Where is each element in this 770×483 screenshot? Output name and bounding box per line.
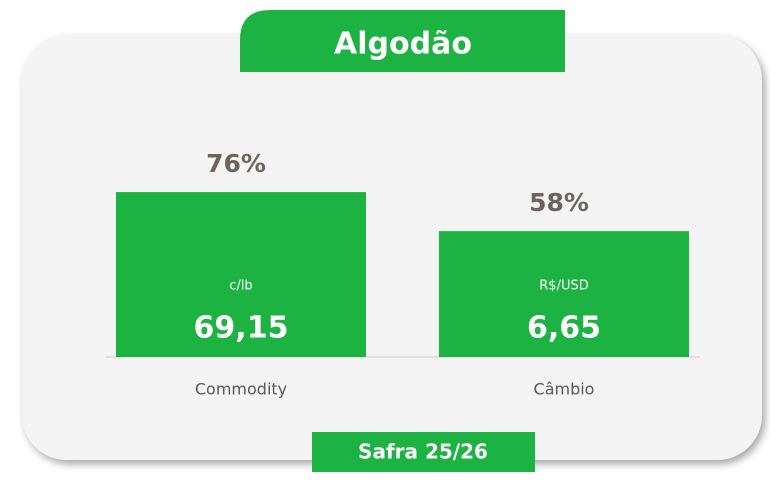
category-label: Câmbio [534,380,595,399]
category-label: Commodity [195,380,287,399]
value-label: 58% [529,188,589,217]
price-label: 69,15 [194,311,289,346]
footer: Safra 25/26 [358,440,488,464]
unit-label: R$/USD [539,279,588,294]
bar [116,192,366,357]
unit-label: c/lb [229,279,252,294]
value-label: 76% [206,149,266,178]
title-tab [240,10,565,72]
footer-box [312,432,535,472]
price-label: 6,65 [527,311,601,346]
bar [439,231,689,357]
chart-title: Algodão [334,27,472,62]
